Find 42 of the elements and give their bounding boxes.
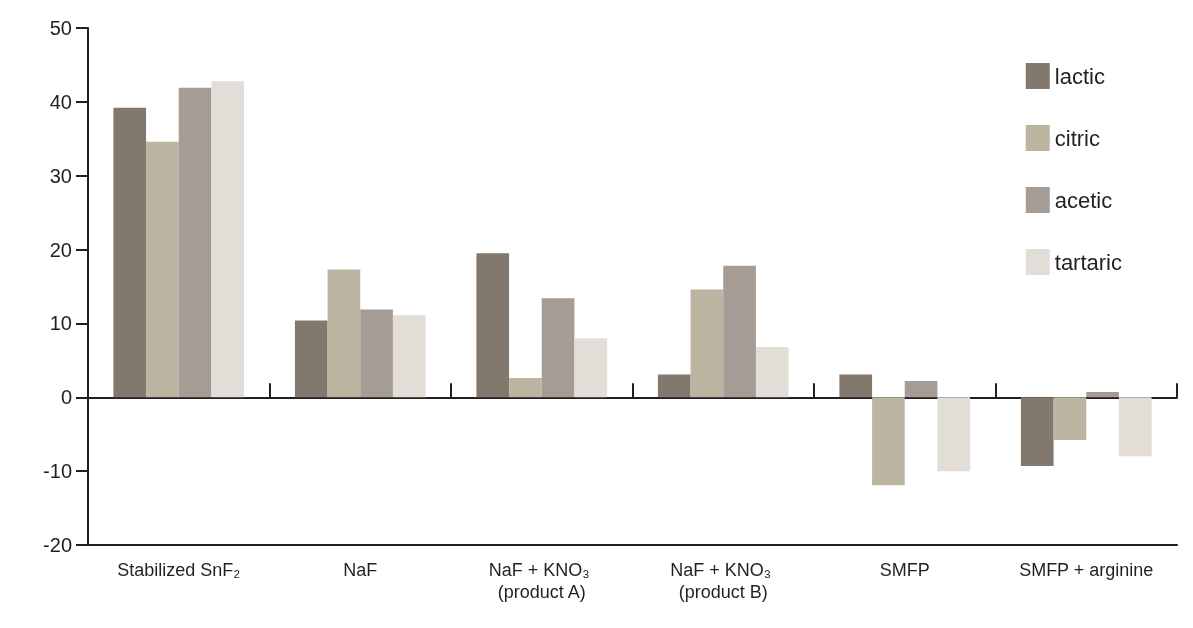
y-tick-label: 30: [49, 164, 72, 187]
bar: [937, 397, 971, 472]
bar: [1086, 392, 1119, 398]
bar: [476, 253, 510, 398]
y-tick-label: -10: [43, 460, 72, 483]
x-tick-label: NaF: [343, 560, 378, 580]
bar: [1020, 397, 1054, 466]
y-tick-label: 50: [49, 17, 72, 39]
y-tick-label: 0: [60, 386, 72, 409]
bar: [294, 320, 328, 398]
legend-label: citric: [1054, 125, 1100, 151]
bar: [904, 381, 938, 398]
bar: [392, 315, 426, 398]
bar: [178, 87, 212, 398]
x-tick-label: Stabilized SnF₂: [117, 560, 241, 580]
y-tick-label: 40: [49, 90, 72, 113]
y-tick-label: -20: [43, 534, 72, 556]
bar: [723, 265, 756, 398]
bar: [872, 397, 905, 486]
x-tick-label: SMFP + arginine: [1019, 560, 1154, 580]
x-tick-label: NaF + KNO₃ (product A): [488, 560, 595, 602]
bar: [755, 347, 789, 398]
bar: [574, 338, 608, 398]
bar: [360, 309, 393, 398]
bar: [690, 289, 724, 398]
y-tick-label: 10: [49, 312, 72, 335]
bar: [541, 298, 575, 398]
x-tick-label: NaF + KNO₃ (product B): [670, 560, 777, 602]
x-tick-label: SMFP: [879, 560, 930, 580]
bar: [211, 81, 245, 398]
legend-label: acetic: [1054, 187, 1113, 213]
bar: [146, 141, 179, 398]
legend-label: tartaric: [1054, 249, 1123, 275]
bar: [657, 374, 691, 398]
bar: [839, 374, 873, 398]
bar: [509, 378, 542, 398]
bar: [327, 269, 361, 398]
y-tick-label: 20: [49, 238, 72, 261]
bar: [1118, 397, 1152, 457]
bar: [113, 107, 147, 398]
legend-label: lactic: [1054, 63, 1105, 89]
bar: [1053, 397, 1087, 441]
